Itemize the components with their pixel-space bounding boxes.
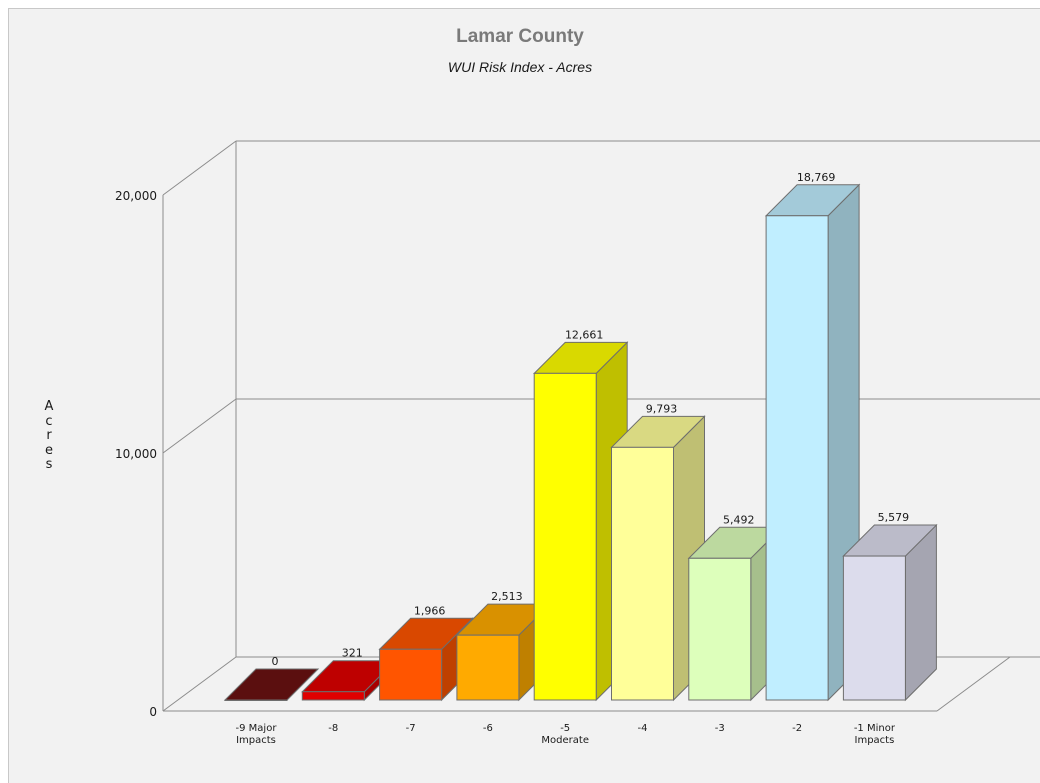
data-label: 1,966 xyxy=(414,604,446,617)
y-axis-label-letter: c xyxy=(45,413,53,429)
y-axis-label-letter: A xyxy=(44,399,54,414)
x-tick-label: -9 Major Impacts xyxy=(236,723,278,746)
x-tick-label-line: -3 xyxy=(715,723,725,734)
y-axis-label-letter: r xyxy=(46,428,52,443)
x-tick-label-line: -9 Major xyxy=(236,723,278,734)
x-tick-label-line: Moderate xyxy=(541,735,589,746)
bar xyxy=(611,446,674,701)
bar xyxy=(456,634,520,701)
x-tick-label-line: Impacts xyxy=(236,735,276,746)
floor-right-edge xyxy=(936,656,1011,712)
x-tick-label-line: -8 xyxy=(328,723,338,734)
side-gridline xyxy=(162,398,237,454)
bar xyxy=(379,648,443,701)
bar xyxy=(765,215,829,701)
x-tick-label-line: Impacts xyxy=(855,735,895,746)
data-label: 2,513 xyxy=(491,590,523,603)
side-gridline xyxy=(162,140,237,196)
y-axis-label-letter: s xyxy=(45,457,53,472)
data-label: 9,793 xyxy=(646,402,678,415)
x-tick-label: -5 Moderate xyxy=(541,723,589,746)
x-tick-label-line: -1 Minor xyxy=(854,723,896,734)
chart-title: Lamar County xyxy=(456,26,584,47)
x-tick-label: -4 xyxy=(638,723,648,734)
bar xyxy=(842,555,906,701)
x-tick-label-line: -5 xyxy=(560,723,570,734)
x-tick-label: -2 xyxy=(792,723,802,734)
x-tick-label: -8 xyxy=(328,723,338,734)
y-axis-label-letter: e xyxy=(45,442,53,458)
data-label: 5,579 xyxy=(878,511,910,524)
x-tick-label: -1 Minor Impacts xyxy=(854,723,896,746)
x-tick-label: -7 xyxy=(406,723,416,734)
bar xyxy=(533,372,597,701)
x-tick-label-line: -4 xyxy=(638,723,648,734)
bar xyxy=(301,691,365,701)
x-tick-label-line: -2 xyxy=(792,723,802,734)
x-tick-label: -3 xyxy=(715,723,725,734)
data-label: 18,769 xyxy=(797,171,836,184)
data-label: 12,661 xyxy=(565,328,604,341)
x-tick-label-line: -6 xyxy=(483,723,493,734)
y-tick-label: 20,000 xyxy=(115,189,157,203)
data-label: 5,492 xyxy=(723,513,755,526)
bar xyxy=(688,557,752,701)
data-label: 321 xyxy=(342,647,363,660)
side-gridline xyxy=(162,656,237,712)
data-label: 0 xyxy=(272,655,279,668)
y-tick-label: 0 xyxy=(149,705,157,719)
chart-subtitle: WUI Risk Index - Acres xyxy=(447,59,593,75)
bar xyxy=(224,699,288,701)
x-tick-label-line: -7 xyxy=(406,723,416,734)
x-tick-label: -6 xyxy=(483,723,493,734)
y-tick-label: 10,000 xyxy=(115,447,157,461)
